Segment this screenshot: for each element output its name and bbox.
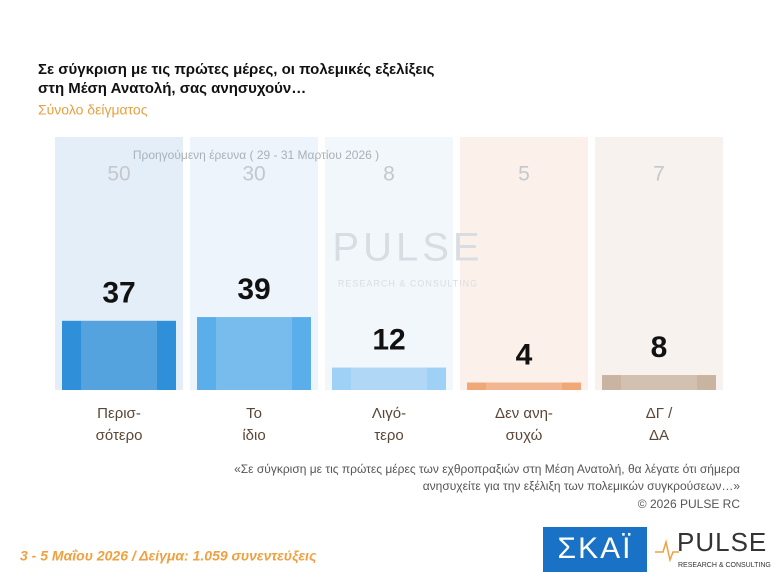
brand-tagline: RESEARCH & CONSULTING <box>678 562 771 569</box>
chart-title: Σε σύγκριση με τις πρώτες μέρες, οι πολε… <box>38 61 435 78</box>
bar-highlight <box>216 317 292 390</box>
value-label: 39 <box>237 273 270 306</box>
value-label: 4 <box>516 338 533 371</box>
channel-logo-bg <box>543 527 647 572</box>
value-label: 8 <box>651 331 668 364</box>
copyright: © 2026 PULSE RC <box>638 497 741 511</box>
x-tick-label: τερο <box>374 427 404 444</box>
legend-label: Προηγούμενη έρευνα ( 29 - 31 Μαρτίου 202… <box>133 148 379 162</box>
x-tick-label: ίδιο <box>242 427 265 444</box>
bar <box>332 367 446 390</box>
value-label: 12 <box>372 323 405 356</box>
bar <box>467 382 581 390</box>
column-background <box>595 137 723 390</box>
chart-subtitle: Σύνολο δείγματος <box>38 102 148 118</box>
footer: 3 - 5 Μαΐου 2026 / Δείγμα: 1.059 συνεντε… <box>20 548 317 564</box>
x-tick-label: Το <box>246 405 262 422</box>
x-tick-label: Λιγό- <box>372 405 406 422</box>
bar-highlight <box>351 367 427 390</box>
x-tick-label: Περισ- <box>97 405 141 422</box>
bar <box>62 320 176 390</box>
channel-logo: ΣΚΑΪ <box>558 532 633 565</box>
column-background <box>325 137 453 390</box>
bar <box>602 375 716 390</box>
x-tick-label: συχώ <box>506 427 543 444</box>
x-tick-label: ΔΓ / <box>646 405 673 422</box>
previous-value-label: 50 <box>107 163 130 186</box>
logo-pulse-line <box>655 539 679 563</box>
previous-value-label: 8 <box>383 163 395 186</box>
value-label: 37 <box>102 277 135 310</box>
footnote: ανησυχείτε για την εξέλιξη των πολεμικών… <box>423 479 741 493</box>
bar-highlight <box>81 320 157 390</box>
column-background <box>460 137 588 390</box>
previous-value-label: 30 <box>242 163 265 186</box>
x-tick-label: σότερο <box>96 427 143 444</box>
previous-value-label: 7 <box>653 163 665 186</box>
x-tick-label: Δεν ανη- <box>495 405 553 422</box>
bar <box>197 317 311 390</box>
footnote: «Σε σύγκριση με τις πρώτες μέρες των εχθ… <box>234 462 740 476</box>
plot: 37 50 Περισ-σότερο 39 30 Το ίδιο 12 8 Λιγό-τερο 4 5… <box>55 137 723 444</box>
previous-value-label: 5 <box>518 163 530 186</box>
brand-logo: PULSE <box>677 527 767 557</box>
x-tick-label: ΔΑ <box>649 427 669 444</box>
watermark: RESEARCH & CONSULTING <box>338 278 478 288</box>
chart-title: στη Μέση Ανατολή, σας ανησυχούν… <box>38 80 306 97</box>
bar-highlight <box>486 382 562 390</box>
bar-highlight <box>621 375 697 390</box>
watermark: PULSE <box>332 226 483 270</box>
